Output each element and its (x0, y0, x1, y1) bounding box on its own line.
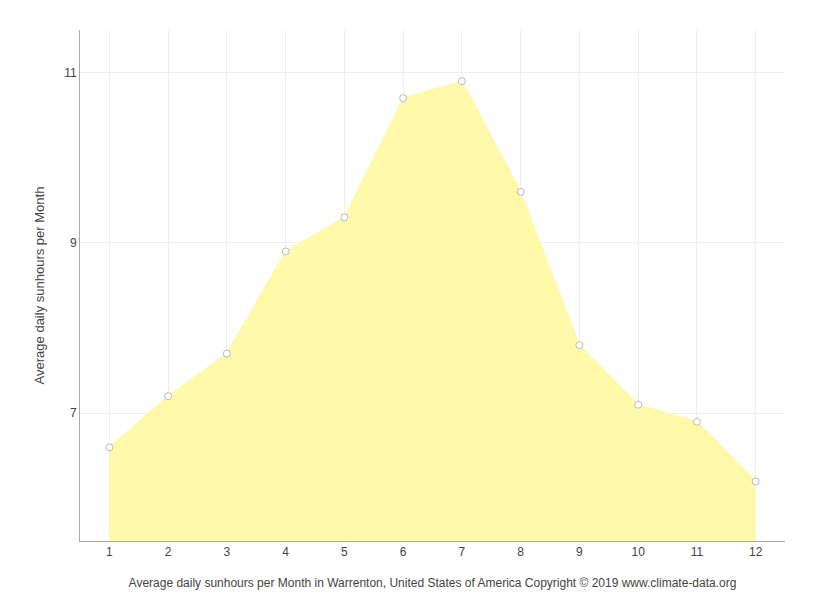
svg-text:10: 10 (631, 545, 645, 559)
svg-text:6: 6 (400, 545, 407, 559)
svg-text:11: 11 (64, 66, 77, 80)
svg-text:2: 2 (165, 545, 172, 559)
svg-text:7: 7 (459, 545, 466, 559)
svg-text:Average daily sunhours per Mon: Average daily sunhours per Month (32, 187, 47, 385)
svg-text:1: 1 (106, 545, 113, 559)
svg-text:7: 7 (70, 406, 77, 420)
svg-text:9: 9 (70, 236, 77, 250)
svg-text:11: 11 (691, 545, 704, 559)
svg-text:5: 5 (341, 545, 348, 559)
svg-text:8: 8 (517, 545, 524, 559)
svg-text:4: 4 (282, 545, 289, 559)
svg-text:9: 9 (576, 545, 583, 559)
svg-text:3: 3 (224, 545, 231, 559)
svg-text:Average daily sunhours per Mon: Average daily sunhours per Month in Warr… (129, 576, 737, 590)
svg-text:12: 12 (749, 545, 763, 559)
